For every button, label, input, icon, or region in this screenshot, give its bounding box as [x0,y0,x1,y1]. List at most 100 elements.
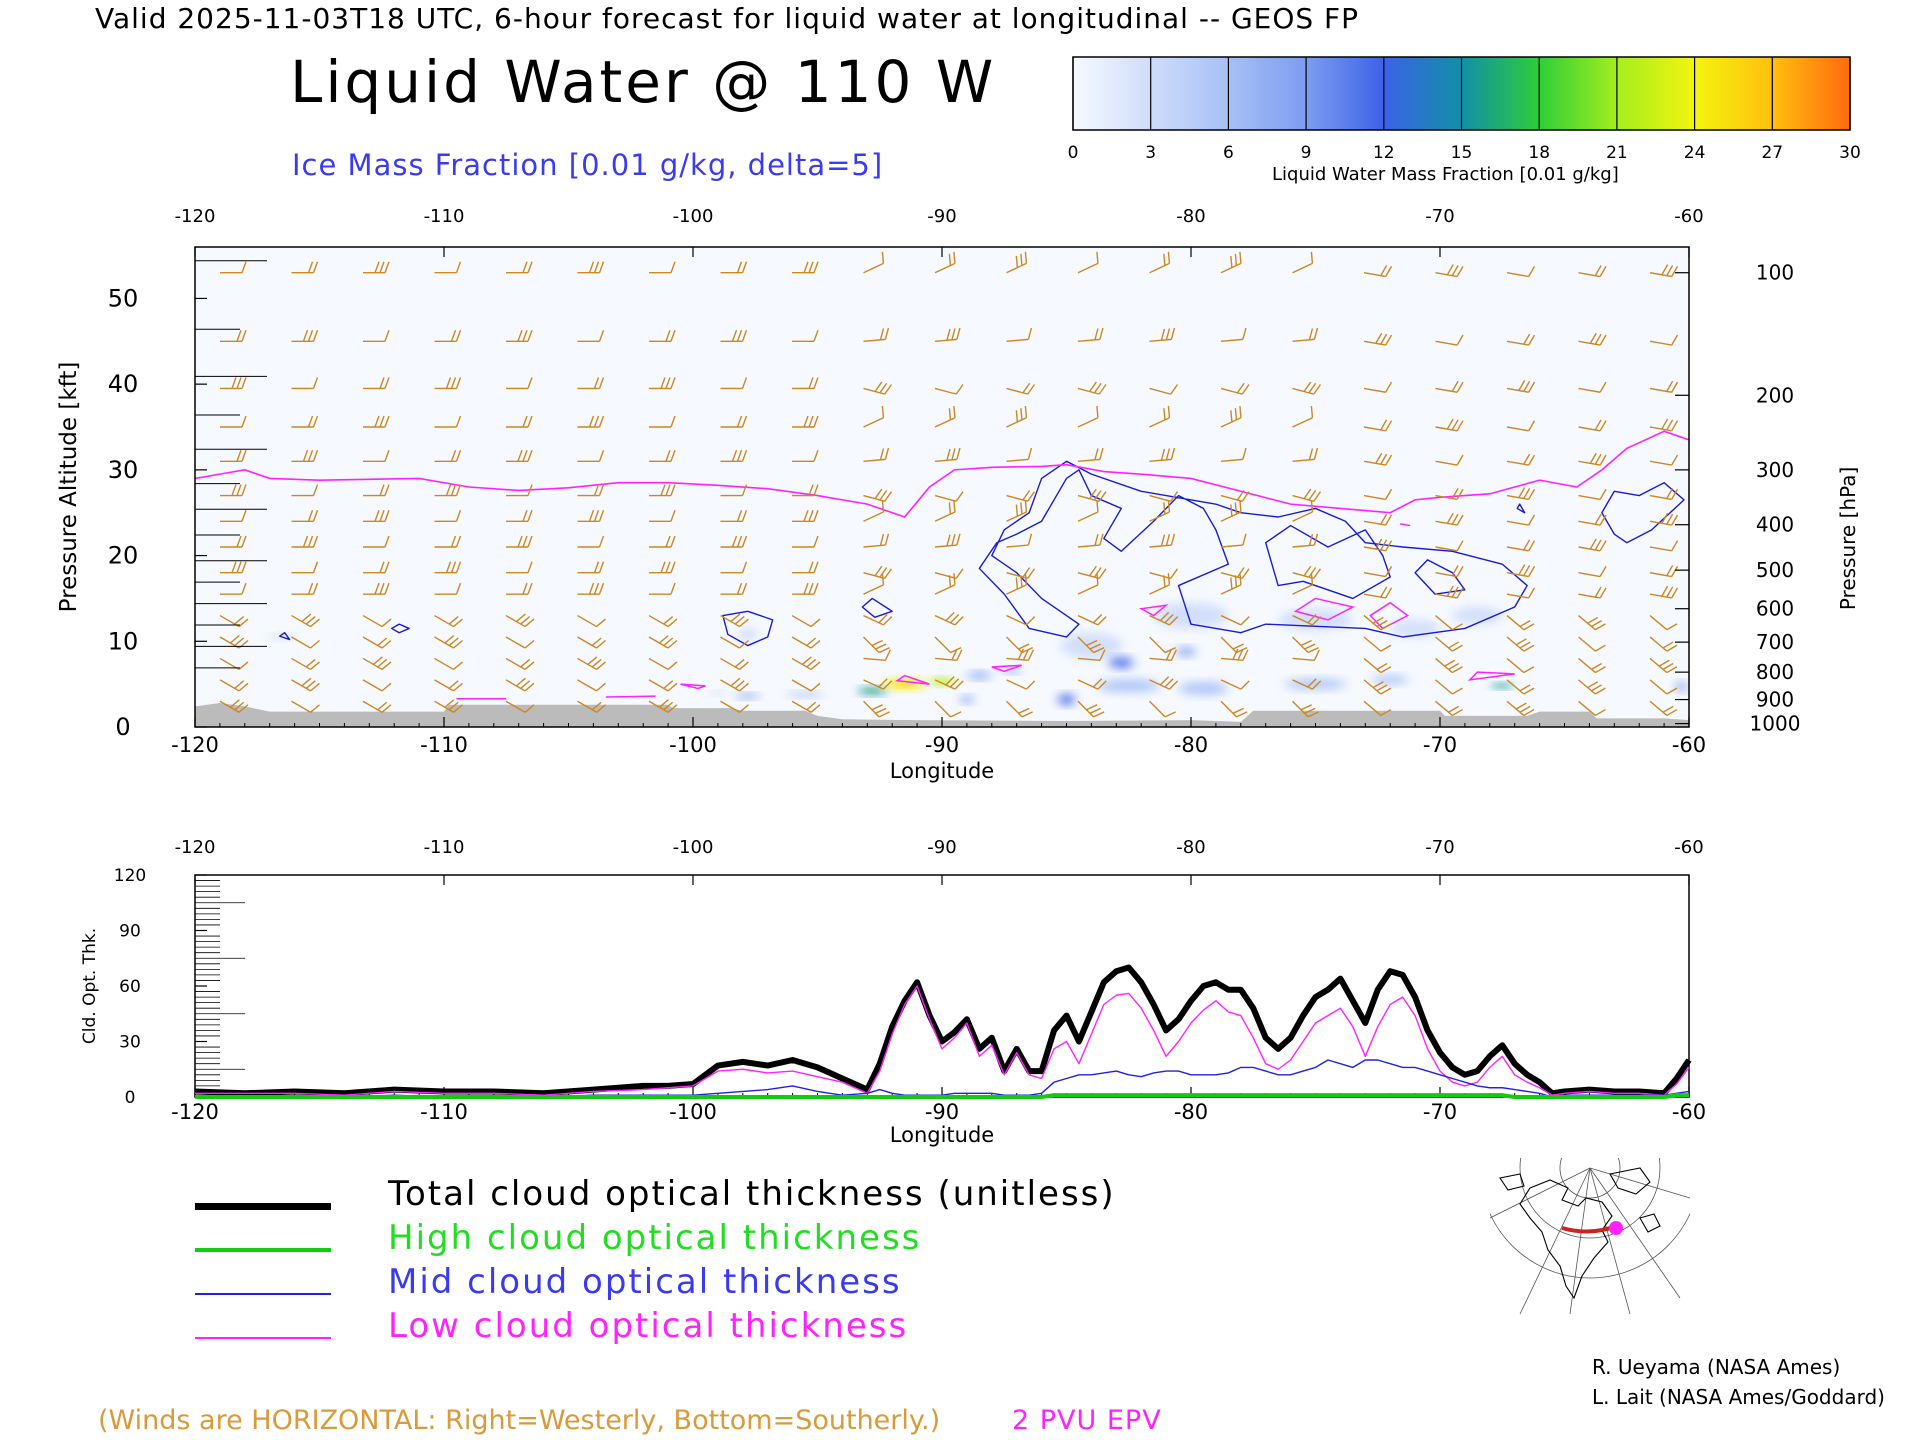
ice-contours [278,460,1685,647]
liquid-water-cell [786,691,824,697]
wind-barb [220,330,247,342]
wind-barb [649,261,676,274]
opt-x-tick-label: -70 [1423,1100,1457,1124]
legend-swatch-total [195,1203,331,1210]
wind-barb [1077,533,1104,548]
wind-barb [577,330,605,342]
wind-barb [577,510,605,522]
colorbar-segment [1073,57,1152,130]
x-top-tick-label: -110 [424,206,465,227]
liquid-water-cell [1001,667,1022,673]
wind-barb [720,535,748,548]
wind-barb [1435,565,1464,578]
pressure-tick-label: 600 [1756,597,1794,621]
wind-barb [1578,586,1607,599]
liquid-water-cell [1176,647,1196,656]
wind-barb [506,330,533,342]
wind-barb [362,656,392,671]
credit-line-1: R. Ueyama (NASA Ames) [1592,1355,1841,1379]
wind-barb [220,261,247,274]
colorbar-tick-label: 3 [1145,143,1156,163]
wind-barb [434,261,462,274]
wind-barb [934,405,956,428]
wind-barb [1006,489,1036,502]
opt-y-tick-label: 90 [119,922,141,942]
liquid-water-cell [1097,679,1160,693]
wind-barb [1149,533,1176,548]
wind-barb [1578,657,1606,674]
colorbar-tick-label: 30 [1839,143,1861,163]
wind-barb [1506,453,1536,466]
opt-y-tick-label: 0 [125,1088,136,1108]
wind-barb [1077,447,1104,462]
wind-barb [219,679,249,692]
liquid-water-cell [1452,607,1503,625]
wind-barb [792,535,819,548]
ice-contour [1414,559,1466,595]
wind-barb [1292,327,1319,342]
wind-barb [863,251,885,274]
wind-barb [505,613,535,628]
x-top-tick-label: -70 [1425,206,1454,227]
epv-contour [1467,671,1515,681]
wind-barb [863,636,890,654]
wind-barb [1506,539,1536,552]
wind-barb [1149,500,1171,522]
wind-barb [1435,615,1463,631]
opt-x-tick-label: -120 [171,1100,219,1124]
wind-barb [363,484,390,497]
wind-barb [505,700,535,713]
wind-barb [1578,615,1606,631]
wind-barb [1578,452,1607,466]
wind-barb [792,561,819,574]
wind-barb [1006,500,1028,522]
wind-barb [648,679,678,692]
wind-barb [863,613,893,626]
wind-barb [291,636,320,649]
wind-barb [291,450,319,462]
wind-barb [1006,648,1034,662]
wind-barb [1149,491,1179,502]
wind-barb [934,568,964,580]
ice-contour [722,610,774,647]
wind-barb [291,677,320,692]
wind-barb [934,649,963,662]
series-total [194,964,1692,1097]
wind-barb [1006,573,1028,595]
colorbar-tick-label: 12 [1373,143,1395,163]
wind-barb [934,573,956,595]
wind-barb [1077,613,1107,626]
wind-barb [291,484,319,497]
wind-barb [720,613,749,628]
opt-x-top-tick-label: -120 [175,837,216,858]
series-mid [195,1059,1690,1098]
wind-barb [434,699,463,713]
wind-barb [362,679,392,692]
wind-barb [648,657,678,671]
wind-barb [1363,700,1392,717]
wind-barb [1220,382,1250,395]
wind-barb [792,415,819,428]
y-tick-label: 30 [108,456,139,484]
wind-barb [1149,573,1171,595]
wind-barb [1578,513,1607,526]
wind-barb [934,700,962,718]
wind-barb [720,677,749,692]
pressure-tick-label: 1000 [1750,712,1801,736]
x-tick-label: -80 [1174,733,1208,757]
wind-barb [1649,512,1679,526]
wind-barb [1435,512,1464,526]
wind-barb [1220,533,1247,548]
wind-barb [1506,380,1536,393]
wind-barb [1149,611,1179,626]
wind-barb [1292,533,1319,548]
wind-barb [291,330,319,342]
wind-barb [1506,333,1536,346]
wind-barb [934,676,964,690]
pressure-tick-label: 800 [1756,660,1794,684]
opt-x-top-tick-label: -70 [1425,837,1454,858]
ice-contour [1601,482,1685,544]
wind-barb [1077,488,1107,502]
wind-barb [934,447,961,462]
wind-barb [1435,488,1464,501]
